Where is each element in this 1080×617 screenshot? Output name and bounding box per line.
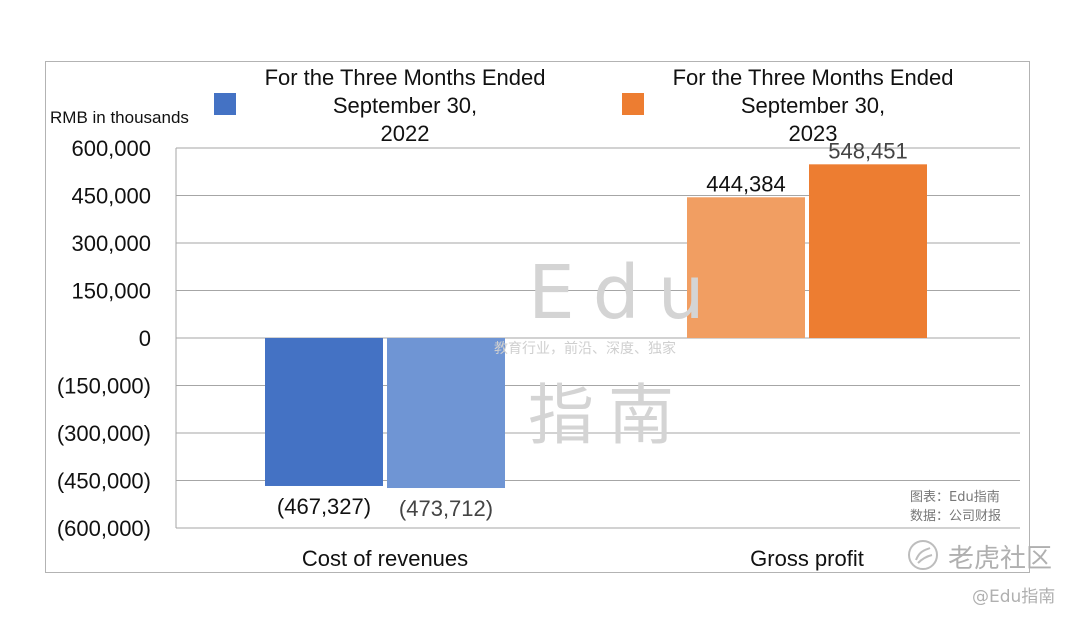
bar-2022: [687, 197, 805, 338]
watermark-chinese: 指南: [528, 377, 688, 454]
data-label: (467,327): [277, 494, 371, 519]
author-handle: @Edu指南: [972, 587, 1056, 607]
x-category-label: Gross profit: [750, 546, 864, 571]
legend-label-2022-line2: September 30,: [332, 93, 478, 118]
y-tick-label: 600,000: [71, 136, 151, 161]
y-tick-label: 0: [139, 326, 151, 351]
y-tick-label: (450,000): [57, 469, 151, 494]
axes: 600,000 450,000 300,000 150,000 0 (150,000) (3…: [57, 136, 864, 571]
bars: [265, 164, 927, 489]
x-category-label: Cost of revenues: [302, 546, 468, 571]
y-tick-label: 300,000: [71, 231, 151, 256]
data-label: 548,451: [828, 138, 908, 163]
tiger-logo-icon: [908, 540, 938, 570]
legend-item-2023: For the Three Months Ended September 30,…: [648, 64, 978, 148]
source-data-credit: 数据：公司财报: [910, 509, 1002, 524]
chart-frame: [45, 61, 1030, 573]
legend-label-2023-line1: For the Three Months Ended: [672, 65, 954, 90]
legend-label-2023-line2: September 30,: [740, 93, 886, 118]
y-tick-label: 150,000: [71, 279, 151, 304]
platform-name: 老虎社区: [948, 544, 1053, 574]
y-tick-label: 450,000: [71, 184, 151, 209]
data-label: (473,712): [399, 496, 493, 521]
bar-2022: [265, 338, 383, 486]
legend-label-2022-line3: 2022: [380, 121, 430, 146]
y-tick-label: (150,000): [57, 374, 151, 399]
legend-swatch-2023: [622, 93, 644, 115]
y-tick-label: (600,000): [57, 516, 151, 541]
bar-2023: [809, 164, 927, 338]
y-unit-label: RMB in thousands: [50, 108, 189, 127]
data-labels: (467,327) (473,712) 444,384 548,451: [277, 138, 908, 521]
source-chart-credit: 图表：Edu指南: [910, 490, 1000, 505]
legend-label-2022-line1: For the Three Months Ended: [264, 65, 546, 90]
legend-label-2023-line3: 2023: [788, 121, 838, 146]
bar-2023: [387, 338, 505, 489]
watermark-latin: Edu: [528, 250, 723, 336]
legend-swatch-2022: [214, 93, 236, 115]
data-label: 444,384: [706, 171, 786, 196]
legend-item-2022: For the Three Months Ended September 30,…: [240, 64, 570, 148]
y-tick-label: (300,000): [57, 421, 151, 446]
watermark-tagline: 教育行业，前沿、深度、独家: [494, 341, 676, 357]
